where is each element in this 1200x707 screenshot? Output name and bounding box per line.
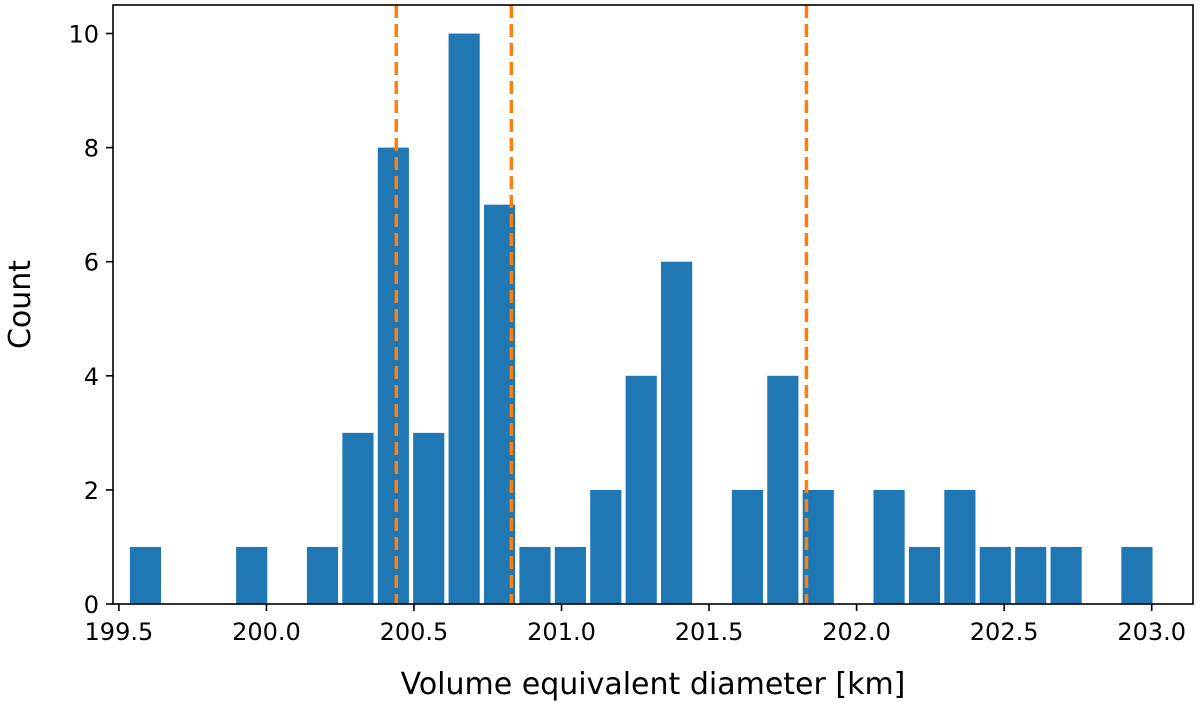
histogram-bar-2 — [306, 546, 339, 604]
histogram-bar-11 — [625, 375, 657, 604]
y-axis-label: Count — [3, 260, 38, 349]
histogram-bar-1 — [236, 546, 268, 604]
x-tick-label-0: 199.5 — [85, 618, 154, 646]
histogram-bar-20 — [1015, 546, 1047, 604]
histogram-bar-9 — [554, 546, 586, 604]
histogram-bar-4 — [377, 147, 409, 604]
y-tick-label-0: 0 — [84, 591, 99, 619]
bars-group — [129, 33, 1153, 605]
histogram-bar-21 — [1050, 546, 1082, 604]
histogram-bar-18 — [944, 489, 976, 604]
y-tick-label-2: 4 — [84, 363, 99, 391]
x-tick-label-7: 203.0 — [1117, 618, 1186, 646]
y-tick-label-4: 8 — [84, 135, 99, 163]
histogram-bar-3 — [342, 432, 374, 604]
histogram-bar-22 — [1121, 546, 1153, 604]
y-axis-ticks: 0 2 4 6 8 10 — [68, 21, 113, 619]
reference-lines-group — [394, 5, 809, 604]
plot-frame — [112, 4, 1194, 605]
x-tick-label-5: 202.0 — [822, 618, 891, 646]
histogram-bar-5 — [413, 432, 445, 604]
y-tick-label-3: 6 — [84, 249, 99, 277]
x-tick-label-6: 202.5 — [970, 618, 1039, 646]
histogram-bar-10 — [590, 489, 622, 604]
x-tick-label-2: 200.5 — [380, 618, 449, 646]
x-axis-label: Volume equivalent diameter [km] — [401, 667, 906, 702]
x-tick-label-1: 200.0 — [232, 618, 301, 646]
histogram-bar-0 — [129, 546, 162, 604]
x-axis-ticks: 199.5 200.0 200.5 201.0 201.5 202.0 202.5 203.0 — [85, 604, 1186, 646]
x-tick-label-4: 201.5 — [675, 618, 744, 646]
y-tick-label-5: 10 — [68, 21, 99, 49]
histogram-bar-14 — [767, 375, 799, 604]
histogram-bar-8 — [519, 546, 551, 604]
histogram-bar-16 — [873, 489, 905, 604]
histogram-bar-17 — [908, 546, 941, 604]
histogram-bar-13 — [731, 489, 764, 604]
histogram-bar-19 — [979, 546, 1011, 604]
histogram-bar-12 — [661, 261, 693, 604]
y-tick-label-1: 2 — [84, 477, 99, 505]
x-tick-label-3: 201.0 — [527, 618, 596, 646]
histogram-bar-6 — [448, 33, 480, 605]
